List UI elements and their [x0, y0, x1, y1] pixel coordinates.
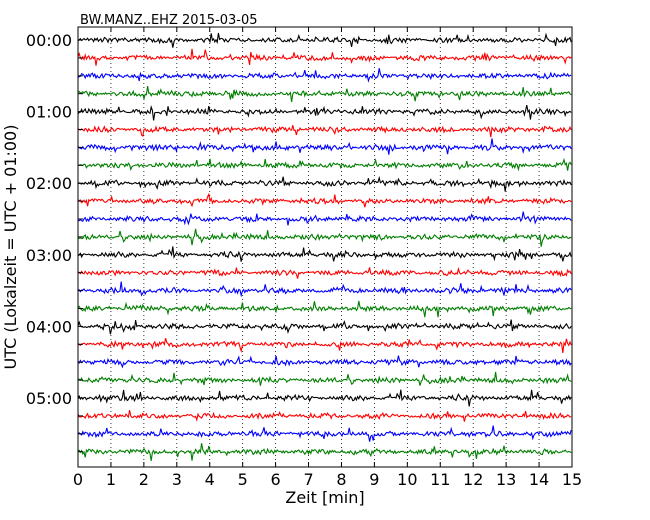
chart-title: BW.MANZ..EHZ 2015-03-05 — [80, 13, 258, 28]
seismic-trace — [77, 300, 572, 318]
seismic-trace — [77, 157, 572, 172]
x-axis-label: Zeit [min] — [285, 488, 364, 507]
seismic-trace — [77, 32, 572, 48]
seismic-trace — [77, 48, 572, 66]
seismic-trace — [77, 228, 572, 247]
x-tick-label: 14 — [529, 470, 549, 489]
seismic-trace — [77, 266, 572, 279]
x-tick-label: 8 — [336, 470, 346, 489]
seismic-trace — [77, 281, 572, 298]
x-tick-label: 12 — [463, 470, 483, 489]
seismic-trace — [77, 319, 572, 335]
x-tick-label: 13 — [496, 470, 516, 489]
plot-frame — [77, 26, 573, 468]
minute-grid — [110, 27, 540, 467]
y-tick-label: 03:00 — [26, 246, 72, 265]
x-tick-label: 0 — [73, 470, 83, 489]
y-axis-label: UTC (Lokalzeit = UTC + 01:00) — [1, 125, 20, 370]
y-tick-label: 02:00 — [26, 174, 72, 193]
x-tick-label: 11 — [430, 470, 450, 489]
seismic-trace — [77, 443, 572, 461]
x-tick-label: 7 — [303, 470, 313, 489]
x-tick-label: 5 — [238, 470, 248, 489]
x-tick-label: 6 — [271, 470, 281, 489]
y-tick-label: 01:00 — [26, 103, 72, 122]
x-tick-label: 2 — [139, 470, 149, 489]
x-tick-label: 15 — [562, 470, 582, 489]
y-tick-label: 05:00 — [26, 389, 72, 408]
seismic-trace — [77, 425, 572, 442]
seismic-trace — [77, 355, 572, 369]
seismic-trace — [77, 371, 572, 386]
y-tick-label: 00:00 — [26, 31, 72, 50]
seismic-trace — [77, 138, 572, 155]
x-tick-label: 4 — [205, 470, 215, 489]
x-tick-label: 10 — [397, 470, 417, 489]
seismic-trace — [77, 104, 572, 121]
seismic-trace — [77, 125, 572, 138]
y-tick-label: 04:00 — [26, 317, 72, 336]
x-tick-label: 3 — [172, 470, 182, 489]
seismic-trace — [77, 389, 572, 407]
seismic-trace — [77, 211, 572, 226]
seismic-trace — [77, 246, 572, 262]
seismic-trace — [77, 338, 572, 354]
x-tick-label: 1 — [106, 470, 116, 489]
seismic-trace — [77, 68, 572, 83]
seismic-trace — [77, 86, 572, 102]
x-tick-label: 9 — [369, 470, 379, 489]
seismic-trace — [77, 192, 572, 208]
seismic-trace — [77, 409, 572, 422]
x-axis-ticks: 0 1 2 3 4 5 6 7 8 9 10 11 12 13 14 15 — [73, 27, 582, 489]
y-axis-ticks: 00:00 01:00 02:00 03:00 04:00 05:00 — [26, 31, 83, 453]
seismic-trace — [77, 175, 572, 192]
seismic-traces — [77, 32, 572, 461]
